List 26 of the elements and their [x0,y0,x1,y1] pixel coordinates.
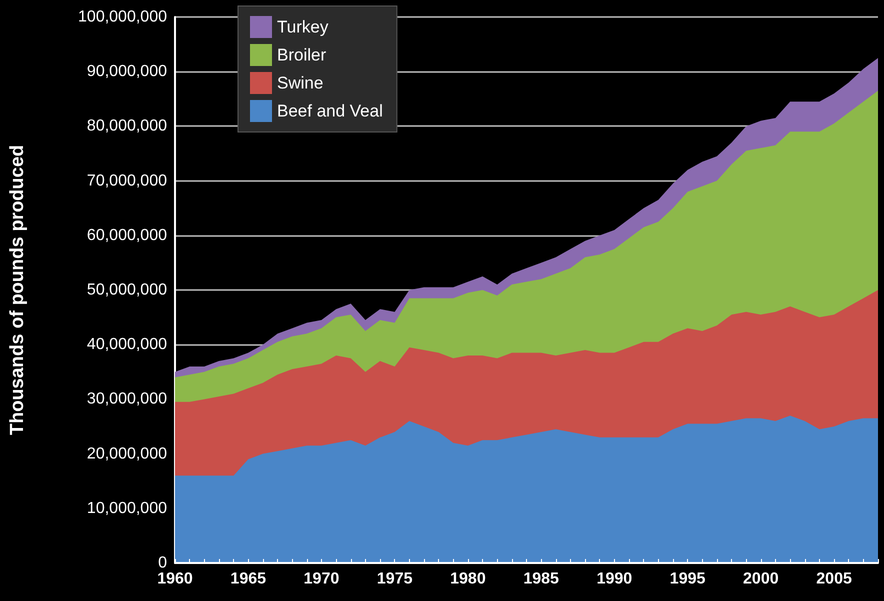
y-tick-label: 60,000,000 [86,226,168,244]
y-tick-label: 20,000,000 [86,445,168,462]
x-tick-label: 2005 [816,570,852,588]
x-tick-label: 1990 [596,570,632,588]
y-tick-label: 50,000,000 [86,282,168,298]
y-tick-label: 40,000,000 [86,336,168,354]
x-tick-label: 1975 [376,570,413,588]
legend-label: Broiler [277,46,326,64]
x-tick-label: 1965 [230,570,266,588]
x-tick-label: 1980 [450,570,486,588]
y-axis-title: Thousands of pounds produced [7,144,28,436]
y-tick-label: 70,000,000 [86,172,168,190]
y-tick-label: 80,000,000 [86,118,168,135]
y-tick-label: 100,000,000 [78,8,168,26]
x-tick-label: 1995 [670,570,706,588]
legend-label: Swine [277,74,324,92]
legend-label: Turkey [277,18,329,36]
x-tick-label: 1985 [523,570,560,588]
x-tick-label: 1960 [157,570,193,588]
y-tick-label: 10,000,000 [86,500,168,517]
legend-label: Beef and Veal [277,102,383,120]
y-tick-label: 30,000,000 [86,390,168,408]
y-tick-label: 90,000,000 [86,63,168,80]
y-tick-label: 0 [158,554,168,572]
x-tick-label: 1970 [304,570,340,588]
x-tick-label: 2000 [743,570,779,588]
